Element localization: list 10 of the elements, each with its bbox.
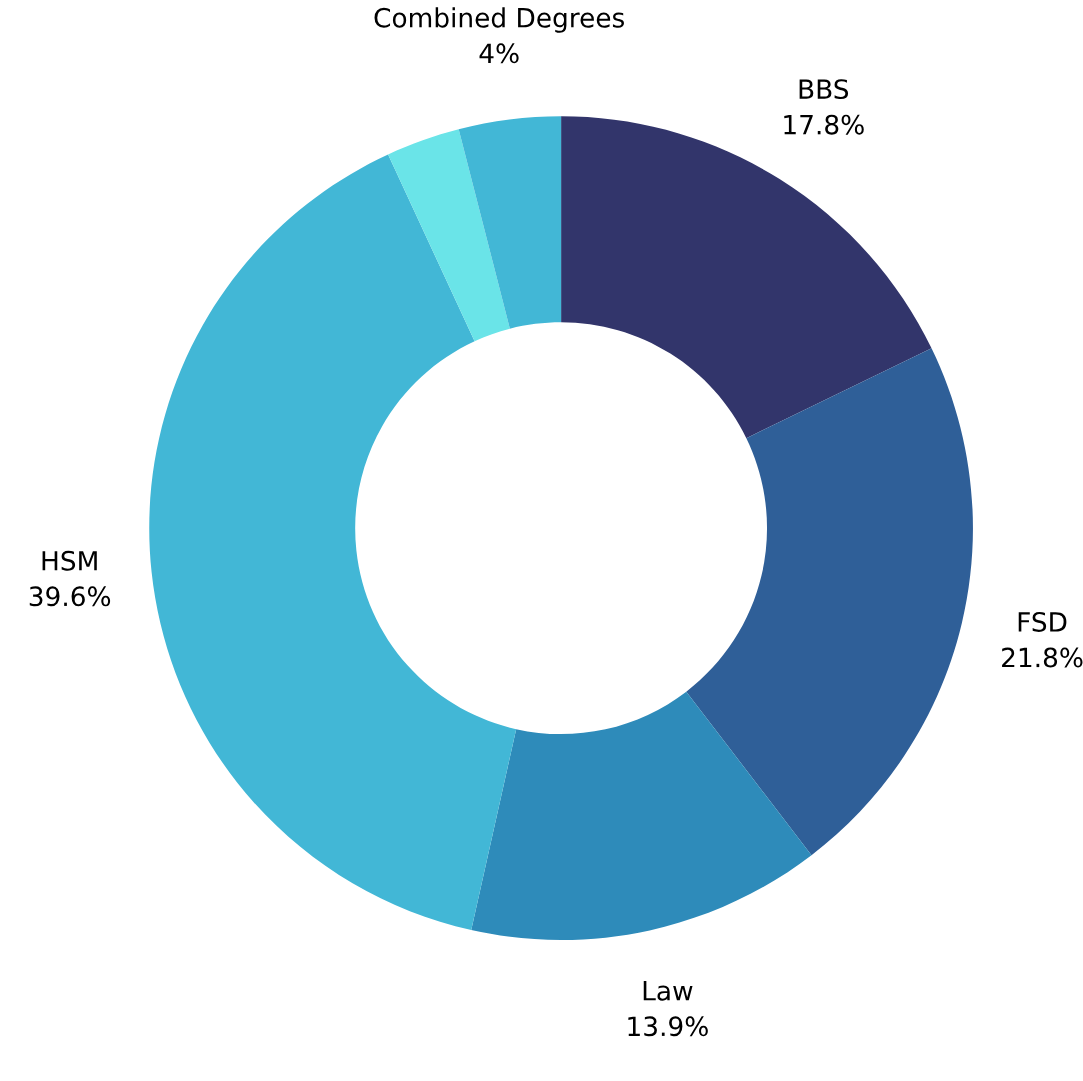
slice-label: HSM — [42, 550, 97, 571]
data-label: 39.6% — [29, 586, 111, 607]
data-label: 17.8% — [784, 114, 864, 135]
data-label: 13.9% — [628, 1016, 708, 1037]
slice-label: FSD — [1018, 611, 1067, 632]
data-label: 4% — [479, 43, 519, 64]
data-label: 21.8% — [1002, 647, 1083, 668]
slice-label: Law — [643, 981, 693, 1001]
slice-label: Combined Degrees — [374, 7, 624, 33]
slice-label: BBS — [799, 79, 849, 100]
